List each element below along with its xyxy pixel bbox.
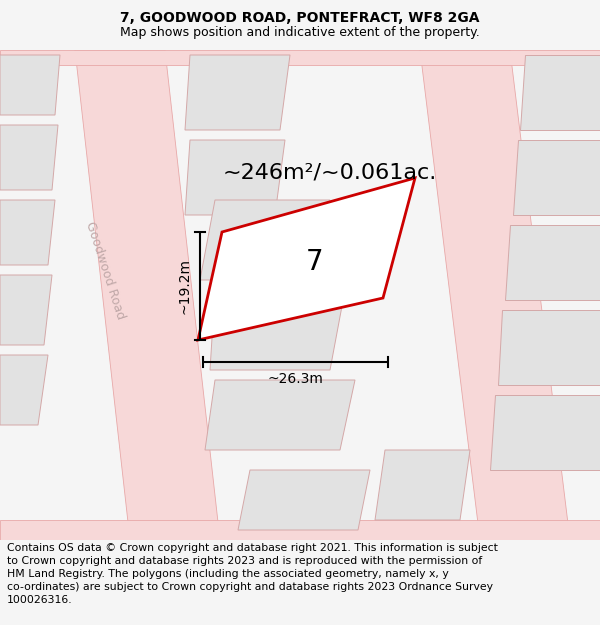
- Polygon shape: [0, 520, 600, 540]
- Text: ~19.2m: ~19.2m: [178, 258, 192, 314]
- Text: Contains OS data © Crown copyright and database right 2021. This information is : Contains OS data © Crown copyright and d…: [7, 542, 498, 606]
- Polygon shape: [210, 290, 345, 370]
- Polygon shape: [0, 200, 55, 265]
- Polygon shape: [185, 55, 290, 130]
- Polygon shape: [513, 140, 600, 215]
- Polygon shape: [185, 140, 285, 215]
- Text: Map shows position and indicative extent of the property.: Map shows position and indicative extent…: [120, 26, 480, 39]
- Polygon shape: [420, 50, 570, 540]
- Polygon shape: [200, 200, 330, 280]
- Polygon shape: [0, 355, 48, 425]
- Polygon shape: [498, 310, 600, 385]
- Text: ~246m²/~0.061ac.: ~246m²/~0.061ac.: [223, 162, 437, 182]
- Polygon shape: [205, 380, 355, 450]
- Polygon shape: [0, 125, 58, 190]
- Text: 7: 7: [305, 248, 323, 276]
- Text: Goodwood Road: Goodwood Road: [83, 220, 127, 321]
- Polygon shape: [505, 225, 600, 300]
- Polygon shape: [75, 50, 220, 540]
- Polygon shape: [0, 275, 52, 345]
- Text: ~26.3m: ~26.3m: [268, 372, 323, 386]
- Text: 7, GOODWOOD ROAD, PONTEFRACT, WF8 2GA: 7, GOODWOOD ROAD, PONTEFRACT, WF8 2GA: [120, 11, 480, 25]
- Polygon shape: [0, 50, 600, 65]
- Polygon shape: [198, 178, 415, 340]
- Polygon shape: [375, 450, 470, 520]
- Polygon shape: [238, 470, 370, 530]
- Polygon shape: [0, 55, 60, 115]
- Polygon shape: [490, 395, 600, 470]
- Polygon shape: [520, 55, 600, 130]
